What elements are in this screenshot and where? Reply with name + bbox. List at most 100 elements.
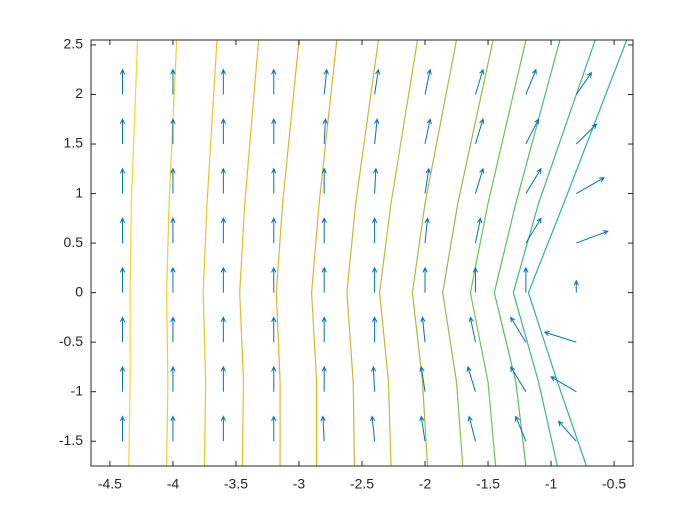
arrow	[119, 415, 126, 442]
arrow	[422, 266, 428, 293]
contour-line	[442, 40, 494, 466]
arrow	[271, 118, 277, 145]
arrow	[220, 217, 226, 244]
arrow	[170, 68, 176, 95]
arrow	[525, 118, 539, 145]
arrow	[474, 118, 485, 145]
arrow	[420, 316, 426, 343]
x-tick-label: -1.5	[476, 476, 500, 492]
arrow	[271, 415, 277, 442]
x-tick-label: -3.5	[224, 476, 248, 492]
arrow	[321, 217, 327, 244]
arrow	[271, 365, 277, 392]
arrow	[543, 331, 577, 343]
arrow	[523, 266, 529, 293]
arrow	[321, 365, 327, 392]
contour-line	[378, 40, 419, 466]
contour-line	[239, 40, 260, 466]
arrow	[220, 316, 226, 343]
y-tick-label: 1.5	[64, 135, 84, 151]
arrow	[271, 217, 277, 244]
contour-line	[469, 40, 527, 466]
arrow	[424, 217, 430, 244]
y-tick-label: -1	[71, 382, 84, 398]
arrow	[119, 266, 126, 293]
arrow	[374, 118, 380, 145]
arrow	[424, 118, 432, 145]
contour-line	[512, 40, 596, 466]
y-tick-label: 1	[75, 184, 83, 200]
arrow	[525, 217, 542, 244]
arrow	[321, 266, 327, 293]
arrow	[220, 167, 226, 194]
arrow	[474, 68, 485, 95]
arrow	[170, 118, 176, 145]
arrow	[525, 68, 537, 95]
arrow	[467, 415, 476, 442]
x-tick-label: -1	[545, 476, 558, 492]
arrow	[271, 266, 277, 293]
arrow	[424, 68, 432, 95]
arrow	[119, 365, 126, 392]
arrow	[271, 316, 277, 343]
arrow	[466, 365, 476, 392]
arrow	[575, 71, 593, 95]
arrow	[468, 316, 476, 343]
arrow	[557, 420, 577, 442]
arrow	[220, 365, 226, 392]
arrow	[119, 118, 126, 145]
arrow	[371, 266, 378, 293]
contour-line	[275, 40, 300, 466]
arrow	[322, 118, 328, 145]
arrow	[510, 316, 527, 343]
arrow	[472, 266, 479, 293]
y-tick-label: -0.5	[59, 333, 83, 349]
contour-line	[310, 40, 338, 466]
arrow	[321, 316, 327, 343]
x-tick-label: -4.5	[98, 476, 122, 492]
arrow	[320, 415, 326, 442]
plot-area	[119, 40, 628, 466]
arrow	[419, 365, 426, 392]
arrow	[170, 365, 176, 392]
x-tick-label: -4	[167, 476, 180, 492]
contour-line	[202, 40, 218, 466]
y-tick-label: -1.5	[59, 432, 83, 448]
x-tick-label: -0.5	[602, 476, 626, 492]
arrow	[370, 365, 377, 392]
arrow	[576, 177, 606, 194]
contour-line	[346, 40, 379, 466]
arrow	[374, 68, 381, 95]
arrow	[271, 167, 277, 194]
arrow	[474, 217, 483, 244]
y-tick-label: 2.5	[64, 36, 84, 52]
arrow	[514, 415, 527, 442]
arrow	[323, 68, 329, 95]
arrow	[220, 118, 226, 145]
contour-line	[411, 40, 458, 466]
y-tick-label: 0.5	[64, 234, 84, 250]
arrow	[371, 316, 378, 343]
arrow	[576, 230, 609, 244]
x-tick-label: -2	[419, 476, 432, 492]
arrow	[573, 279, 579, 293]
arrow	[170, 217, 176, 244]
y-tick-label: 0	[75, 283, 83, 299]
arrow	[220, 266, 226, 293]
arrow	[575, 123, 598, 145]
arrow	[119, 68, 126, 95]
arrow	[550, 376, 577, 393]
contour-line	[128, 40, 139, 466]
arrow	[373, 167, 379, 194]
arrow	[170, 316, 176, 343]
arrow	[510, 365, 527, 392]
arrow	[220, 415, 226, 442]
arrow	[119, 167, 126, 194]
arrow	[419, 415, 426, 442]
contour-line	[493, 40, 561, 466]
arrow	[119, 217, 126, 244]
arrow	[525, 167, 542, 194]
arrow	[371, 217, 378, 244]
arrow	[271, 68, 277, 95]
